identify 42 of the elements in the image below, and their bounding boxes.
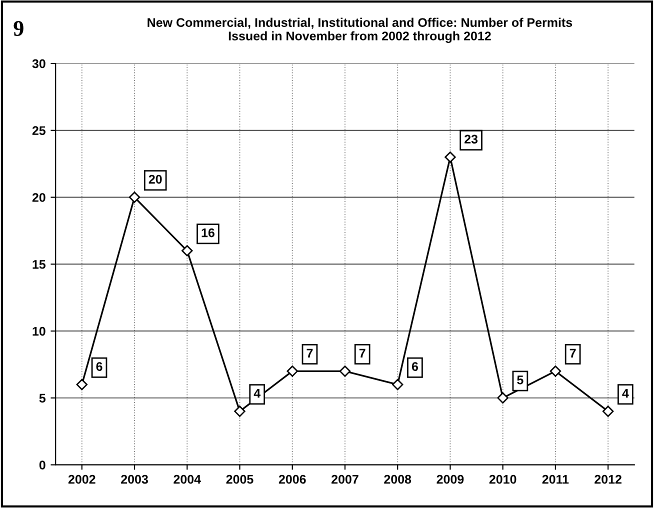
data-label: 20 — [148, 174, 162, 184]
x-tick-label: 2010 — [489, 474, 516, 484]
point — [602, 406, 614, 417]
data-label: 5 — [517, 376, 524, 384]
data-label: 6 — [96, 362, 102, 371]
point — [497, 392, 508, 404]
y-tick-label: 0 — [39, 460, 46, 470]
x-tick-label: 2003 — [121, 474, 148, 484]
data-label: 4 — [254, 389, 261, 398]
text: 9 — [14, 21, 24, 36]
x-tick-label: 2008 — [384, 474, 412, 484]
y-tick-label: 20 — [32, 193, 46, 202]
y-tick-label: 5 — [39, 394, 46, 403]
y-tick-label: 25 — [32, 126, 46, 136]
point — [392, 378, 404, 390]
data-label: 7 — [306, 348, 313, 358]
data-label: 7 — [570, 348, 576, 358]
y-tick-label: 10 — [32, 326, 46, 336]
data-label: 23 — [464, 134, 478, 144]
x-tick-label: 2005 — [226, 474, 254, 484]
x-tick-label: 2007 — [332, 474, 358, 484]
point — [339, 366, 351, 377]
point — [128, 192, 140, 203]
x-tick-label: 2004 — [174, 474, 201, 484]
x-tick-label: 2002 — [68, 474, 96, 484]
point — [444, 152, 456, 163]
point — [182, 245, 193, 256]
x-tick-label: 2012 — [594, 474, 622, 484]
x-tick-label: 2006 — [278, 474, 306, 484]
y-tick-label: 30 — [32, 59, 46, 68]
y-tick-label: 15 — [32, 260, 46, 269]
point — [550, 366, 562, 377]
chart-title: New Commercial, Industrial, Institutional and Office: Number of Permits Issued in November from 2002 through 2012 — [148, 18, 572, 43]
data-label: 4 — [622, 389, 629, 398]
data-label: 6 — [412, 362, 418, 371]
data-label: 7 — [359, 348, 366, 358]
data-label: 16 — [202, 228, 214, 238]
point — [76, 378, 88, 390]
point — [234, 406, 246, 417]
point — [286, 366, 298, 377]
x-tick-label: 2011 — [542, 474, 569, 484]
x-tick-label: 2009 — [436, 474, 464, 484]
